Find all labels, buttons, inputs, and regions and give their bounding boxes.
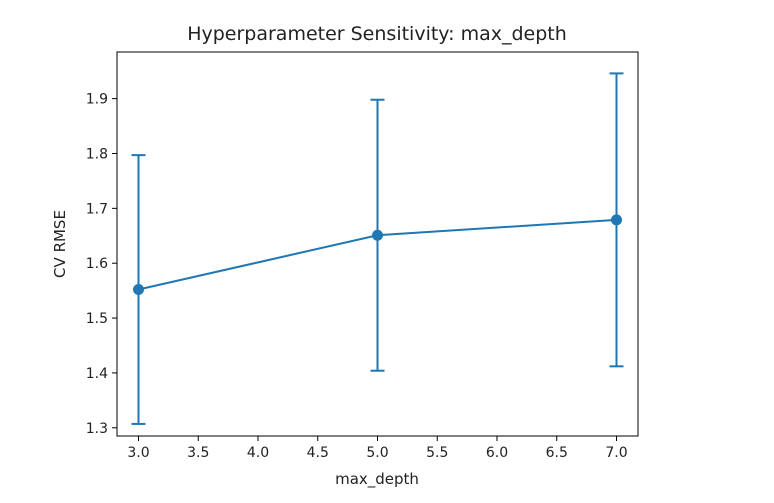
x-axis-label: max_depth <box>335 470 419 489</box>
data-point <box>372 229 383 241</box>
y-tick-label: 1.8 <box>86 146 108 162</box>
x-tick-label: 4.0 <box>247 445 269 461</box>
x-tick-label: 6.5 <box>546 445 568 461</box>
x-tick-label: 7.0 <box>605 445 627 461</box>
y-tick-label: 1.7 <box>86 201 108 217</box>
y-tick-label: 1.9 <box>86 92 108 108</box>
x-tick-label: 3.0 <box>127 445 149 461</box>
plot-area <box>131 72 624 425</box>
x-axis: 3.0 3.5 4.0 4.5 5.0 5.5 6.0 6.5 7.0 <box>127 436 628 461</box>
chart-title: Hyperparameter Sensitivity: max_depth <box>187 23 567 45</box>
x-tick-label: 4.5 <box>307 445 329 461</box>
y-tick-label: 1.3 <box>86 421 108 437</box>
y-axis-label: CV RMSE <box>51 210 69 278</box>
y-tick-label: 1.4 <box>86 366 108 382</box>
x-tick-label: 3.5 <box>187 445 209 461</box>
x-tick-label: 5.0 <box>366 445 388 461</box>
data-point <box>610 214 622 226</box>
data-point <box>133 284 145 296</box>
y-axis: 1.3 1.4 1.5 1.6 1.7 1.8 1.9 <box>86 92 117 437</box>
x-tick-label: 6.0 <box>486 445 508 461</box>
y-tick-label: 1.5 <box>86 311 108 327</box>
x-tick-label: 5.5 <box>426 445 448 461</box>
y-tick-label: 1.6 <box>86 256 108 272</box>
